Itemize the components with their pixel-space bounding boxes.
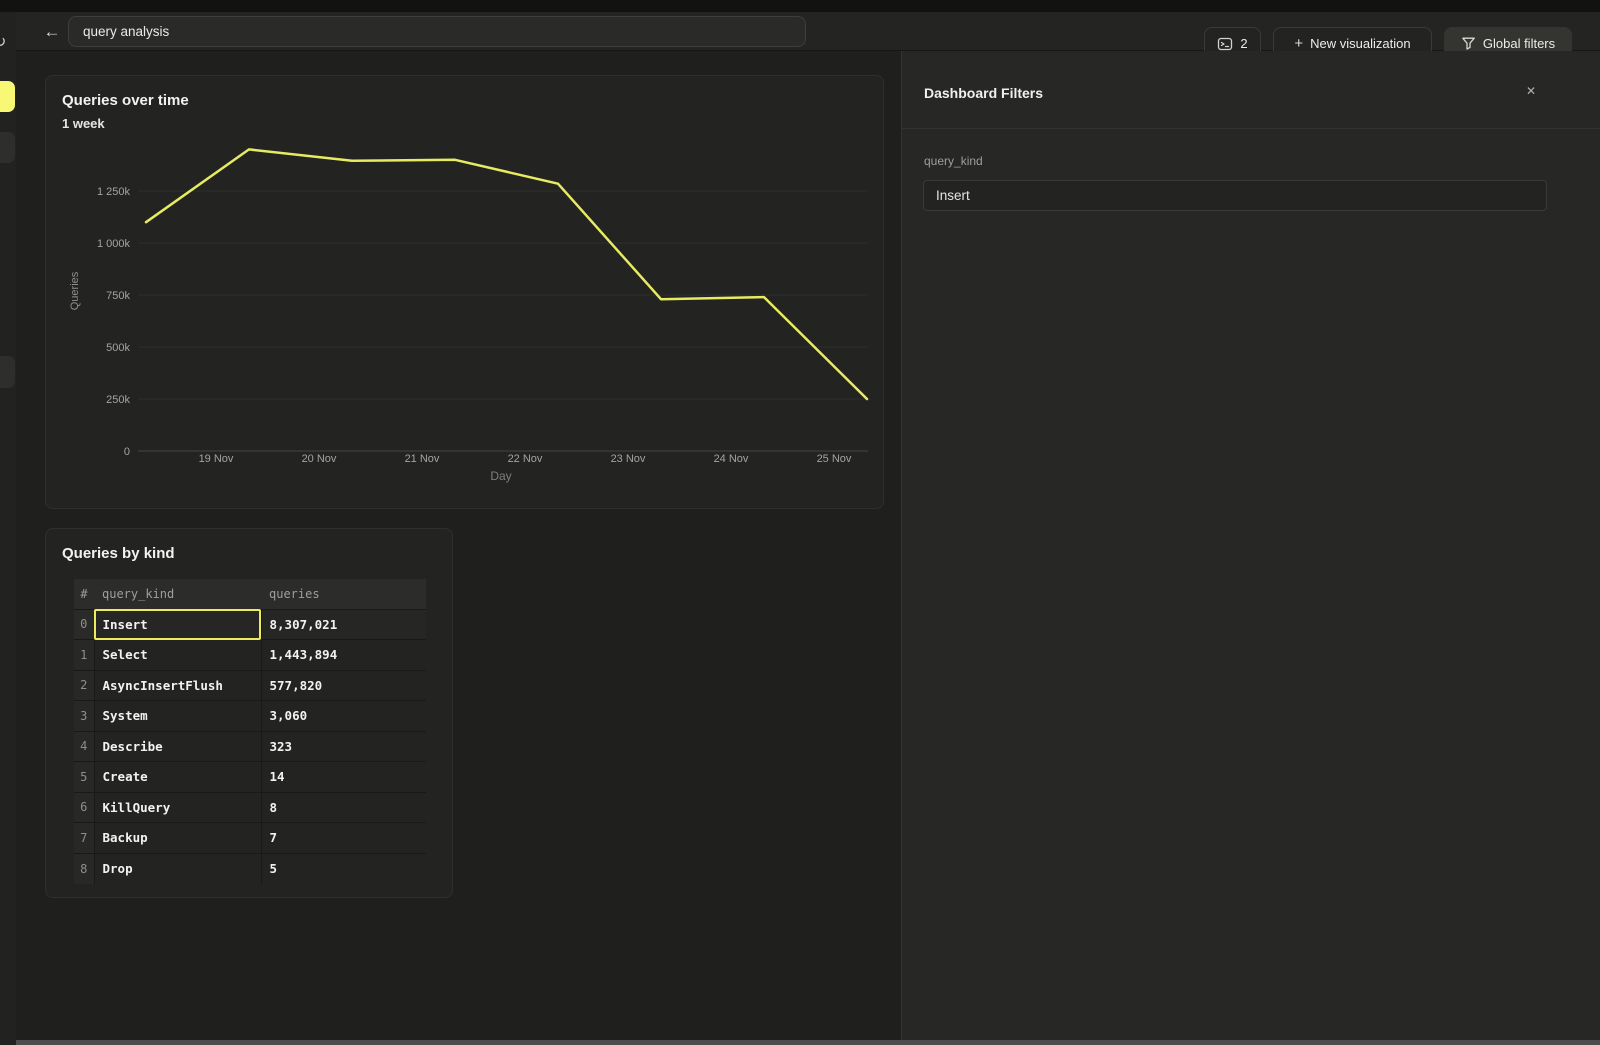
global-filters-label: Global filters xyxy=(1483,36,1555,51)
row-index-cell: 3 xyxy=(74,701,94,732)
table-row: 7Backup7 xyxy=(74,823,426,854)
row-index-cell: 2 xyxy=(74,670,94,701)
table-row: 5Create14 xyxy=(74,762,426,793)
table-cell[interactable]: KillQuery xyxy=(94,792,261,823)
svg-text:0: 0 xyxy=(124,446,130,458)
svg-text:25 Nov: 25 Nov xyxy=(817,453,852,465)
table-cell[interactable]: Drop xyxy=(94,853,261,884)
table-row: 4Describe323 xyxy=(74,731,426,762)
sidebar-item[interactable] xyxy=(0,356,15,388)
table-cell[interactable]: Backup xyxy=(94,823,261,854)
table-header: #query_kindqueries xyxy=(74,579,426,609)
table-cell[interactable]: System xyxy=(94,701,261,732)
table-row: 3System3,060 xyxy=(74,701,426,732)
dashboard-title-input[interactable] xyxy=(68,16,806,47)
column-header-queries: queries xyxy=(261,579,426,609)
row-index-cell: 8 xyxy=(74,853,94,884)
svg-text:24 Nov: 24 Nov xyxy=(714,453,749,465)
svg-text:500k: 500k xyxy=(106,342,130,354)
table-cell[interactable]: AsyncInsertFlush xyxy=(94,670,261,701)
table-cell[interactable]: 3,060 xyxy=(261,701,426,732)
table-cell[interactable]: Describe xyxy=(94,731,261,762)
arrow-left-icon: ← xyxy=(44,22,61,42)
row-index-cell: 6 xyxy=(74,792,94,823)
column-header-query_kind: query_kind xyxy=(94,579,261,609)
table-cell[interactable]: 8 xyxy=(261,792,426,823)
table-cell[interactable]: 1,443,894 xyxy=(261,640,426,671)
table-cell[interactable]: 14 xyxy=(261,762,426,793)
sidebar-item-active-dashboard[interactable] xyxy=(0,81,15,112)
chart-title: Queries over time xyxy=(62,92,189,109)
row-index-cell: 7 xyxy=(74,823,94,854)
row-index-cell: 4 xyxy=(74,731,94,762)
new-visualization-label: New visualization xyxy=(1310,36,1410,51)
back-button[interactable]: ← xyxy=(38,19,66,45)
table-cell[interactable]: Select xyxy=(94,640,261,671)
queries-line-chart: 0 250k 500k 750k 1 000k 1 250k 19 Nov 20 Nov 21 … xyxy=(46,76,883,508)
table-row: 6KillQuery8 xyxy=(74,792,426,823)
table-cell[interactable]: 8,307,021 xyxy=(261,609,426,640)
console-count: 2 xyxy=(1240,36,1247,51)
refresh-icon[interactable]: ↻ xyxy=(0,32,6,52)
left-sidebar: ↻ xyxy=(0,12,16,1045)
filters-panel-title: Dashboard Filters xyxy=(924,85,1043,101)
svg-text:20 Nov: 20 Nov xyxy=(302,453,337,465)
row-index-cell: 1 xyxy=(74,640,94,671)
column-header-index: # xyxy=(74,579,94,609)
window-top-strip xyxy=(0,0,1600,12)
queries-by-kind-table: #query_kindqueries 0Insert8,307,0211Sele… xyxy=(74,579,426,884)
table-cell[interactable]: 5 xyxy=(261,853,426,884)
query-kind-filter-input[interactable] xyxy=(923,180,1547,211)
svg-text:22 Nov: 22 Nov xyxy=(508,453,543,465)
svg-text:21 Nov: 21 Nov xyxy=(405,453,440,465)
svg-text:19 Nov: 19 Nov xyxy=(199,453,234,465)
svg-text:Queries: Queries xyxy=(69,271,81,310)
funnel-icon xyxy=(1461,36,1476,51)
table-cell[interactable]: Insert xyxy=(94,609,261,640)
queries-by-kind-card: Queries by kind #query_kindqueries 0Inse… xyxy=(45,528,453,898)
table-row: 0Insert8,307,021 xyxy=(74,609,426,640)
dashboard-filters-panel: Dashboard Filters ✕ query_kind xyxy=(901,51,1600,1040)
table-row: 2AsyncInsertFlush577,820 xyxy=(74,670,426,701)
table-row: 8Drop5 xyxy=(74,853,426,884)
table-cell[interactable]: 577,820 xyxy=(261,670,426,701)
table-cell[interactable]: 323 xyxy=(261,731,426,762)
svg-text:1 250k: 1 250k xyxy=(97,186,131,198)
svg-text:250k: 250k xyxy=(106,394,130,406)
plus-icon: + xyxy=(1294,36,1303,51)
close-icon[interactable]: ✕ xyxy=(1526,84,1536,98)
top-navbar: ← 2 + New visualization Global filters xyxy=(16,12,1600,51)
row-index-cell: 0 xyxy=(74,609,94,640)
panel-divider xyxy=(902,128,1600,129)
bottom-scrollbar[interactable] xyxy=(16,1040,1600,1045)
svg-text:Day: Day xyxy=(490,469,511,483)
sidebar-item[interactable] xyxy=(0,132,15,163)
table-cell[interactable]: 7 xyxy=(261,823,426,854)
queries-over-time-card: 0 250k 500k 750k 1 000k 1 250k 19 Nov 20 Nov 21 … xyxy=(45,75,884,509)
svg-text:750k: 750k xyxy=(106,290,130,302)
table-row: 1Select1,443,894 xyxy=(74,640,426,671)
row-index-cell: 5 xyxy=(74,762,94,793)
chart-subtitle: 1 week xyxy=(62,116,105,131)
svg-text:1 000k: 1 000k xyxy=(97,238,131,250)
table-title: Queries by kind xyxy=(62,545,175,562)
filter-field-label: query_kind xyxy=(924,154,983,168)
table-cell[interactable]: Create xyxy=(94,762,261,793)
svg-text:23 Nov: 23 Nov xyxy=(611,453,646,465)
console-icon xyxy=(1217,36,1233,52)
